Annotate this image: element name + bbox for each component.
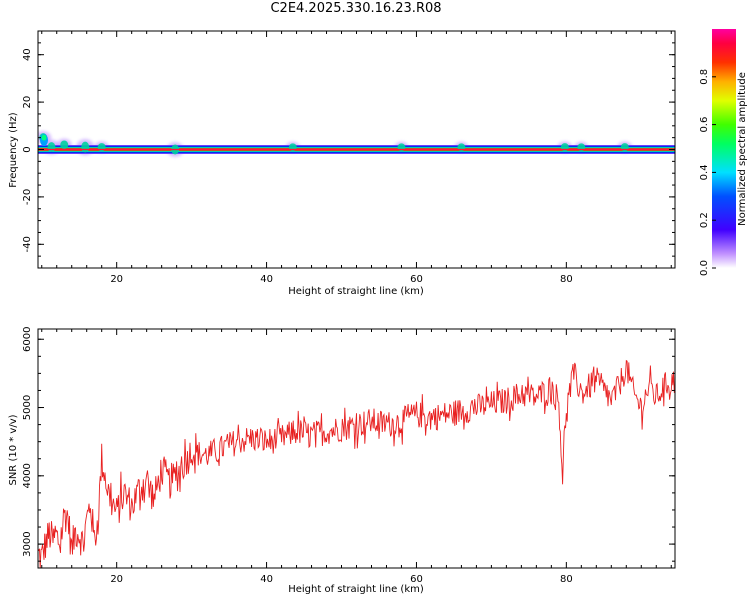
spectrogram-y-tick-label: -20 [22, 189, 33, 205]
colorbar: 0.0 0.2 0.4 0.6 0.8 Normalized spectral ampl… [699, 29, 748, 276]
snr-series-line [38, 359, 675, 568]
spectrogram-x-axis-label: Height of straight line (km) [288, 286, 424, 297]
snr-x-tick-label: 80 [560, 574, 573, 585]
colorbar-tick-label: 0.2 [699, 212, 710, 228]
figure-title: C2E4.2025.330.16.23.R08 [270, 1, 442, 16]
spectrogram-y-tick-label: 40 [22, 48, 33, 61]
snr-plot-area [38, 359, 675, 568]
colorbar-tick-label: 0.6 [699, 117, 710, 133]
spectral-feature [47, 142, 56, 153]
spectral-feature [81, 141, 90, 153]
spectral-feature [60, 140, 69, 150]
spectrogram-plot-area [38, 131, 675, 157]
spectrogram-x-tick-label: 40 [260, 274, 273, 285]
spectral-feature-core [41, 134, 47, 141]
snr-y-tick-label: 4000 [22, 463, 33, 488]
snr-y-axis-label: SNR (10 * v/v) [8, 414, 19, 485]
colorbar-tick-label: 0.8 [699, 69, 710, 85]
snr-x-axis-label: Height of straight line (km) [288, 584, 424, 595]
snr-y-tick-label: 5000 [22, 395, 33, 420]
snr-x-tick-label: 40 [260, 574, 273, 585]
snr-panel: 20 40 60 80 3000 4000 5000 6000 Height of strai… [8, 327, 676, 595]
spectrogram-y-tick-label: 20 [22, 96, 33, 109]
snr-frame [37, 328, 676, 569]
colorbar-label: Normalized spectral amplitude [737, 72, 748, 226]
colorbar-tick-label: 0.4 [699, 164, 710, 180]
snr-x-tick-label: 20 [110, 574, 123, 585]
colorbar-tick-label: 0.0 [699, 260, 710, 276]
colorbar-gradient [712, 29, 736, 268]
spectrogram-x-tick-label: 60 [410, 274, 423, 285]
snr-y-tick-label: 3000 [22, 531, 33, 556]
spectrogram-x-tick-label: 80 [560, 274, 573, 285]
snr-x-tick-label: 60 [410, 574, 423, 585]
spectrogram-y-tick-label: -40 [22, 236, 33, 252]
spectrogram-y-tick-label: 0 [22, 146, 33, 152]
snr-y-tick-label: 6000 [22, 327, 33, 352]
spectrogram-panel: 20 40 60 80 -40 -20 0 20 40 Height of straight l… [8, 30, 676, 297]
spectrogram-y-axis-label: Frequency (Hz) [8, 112, 19, 188]
spectrogram-x-tick-label: 20 [110, 274, 123, 285]
